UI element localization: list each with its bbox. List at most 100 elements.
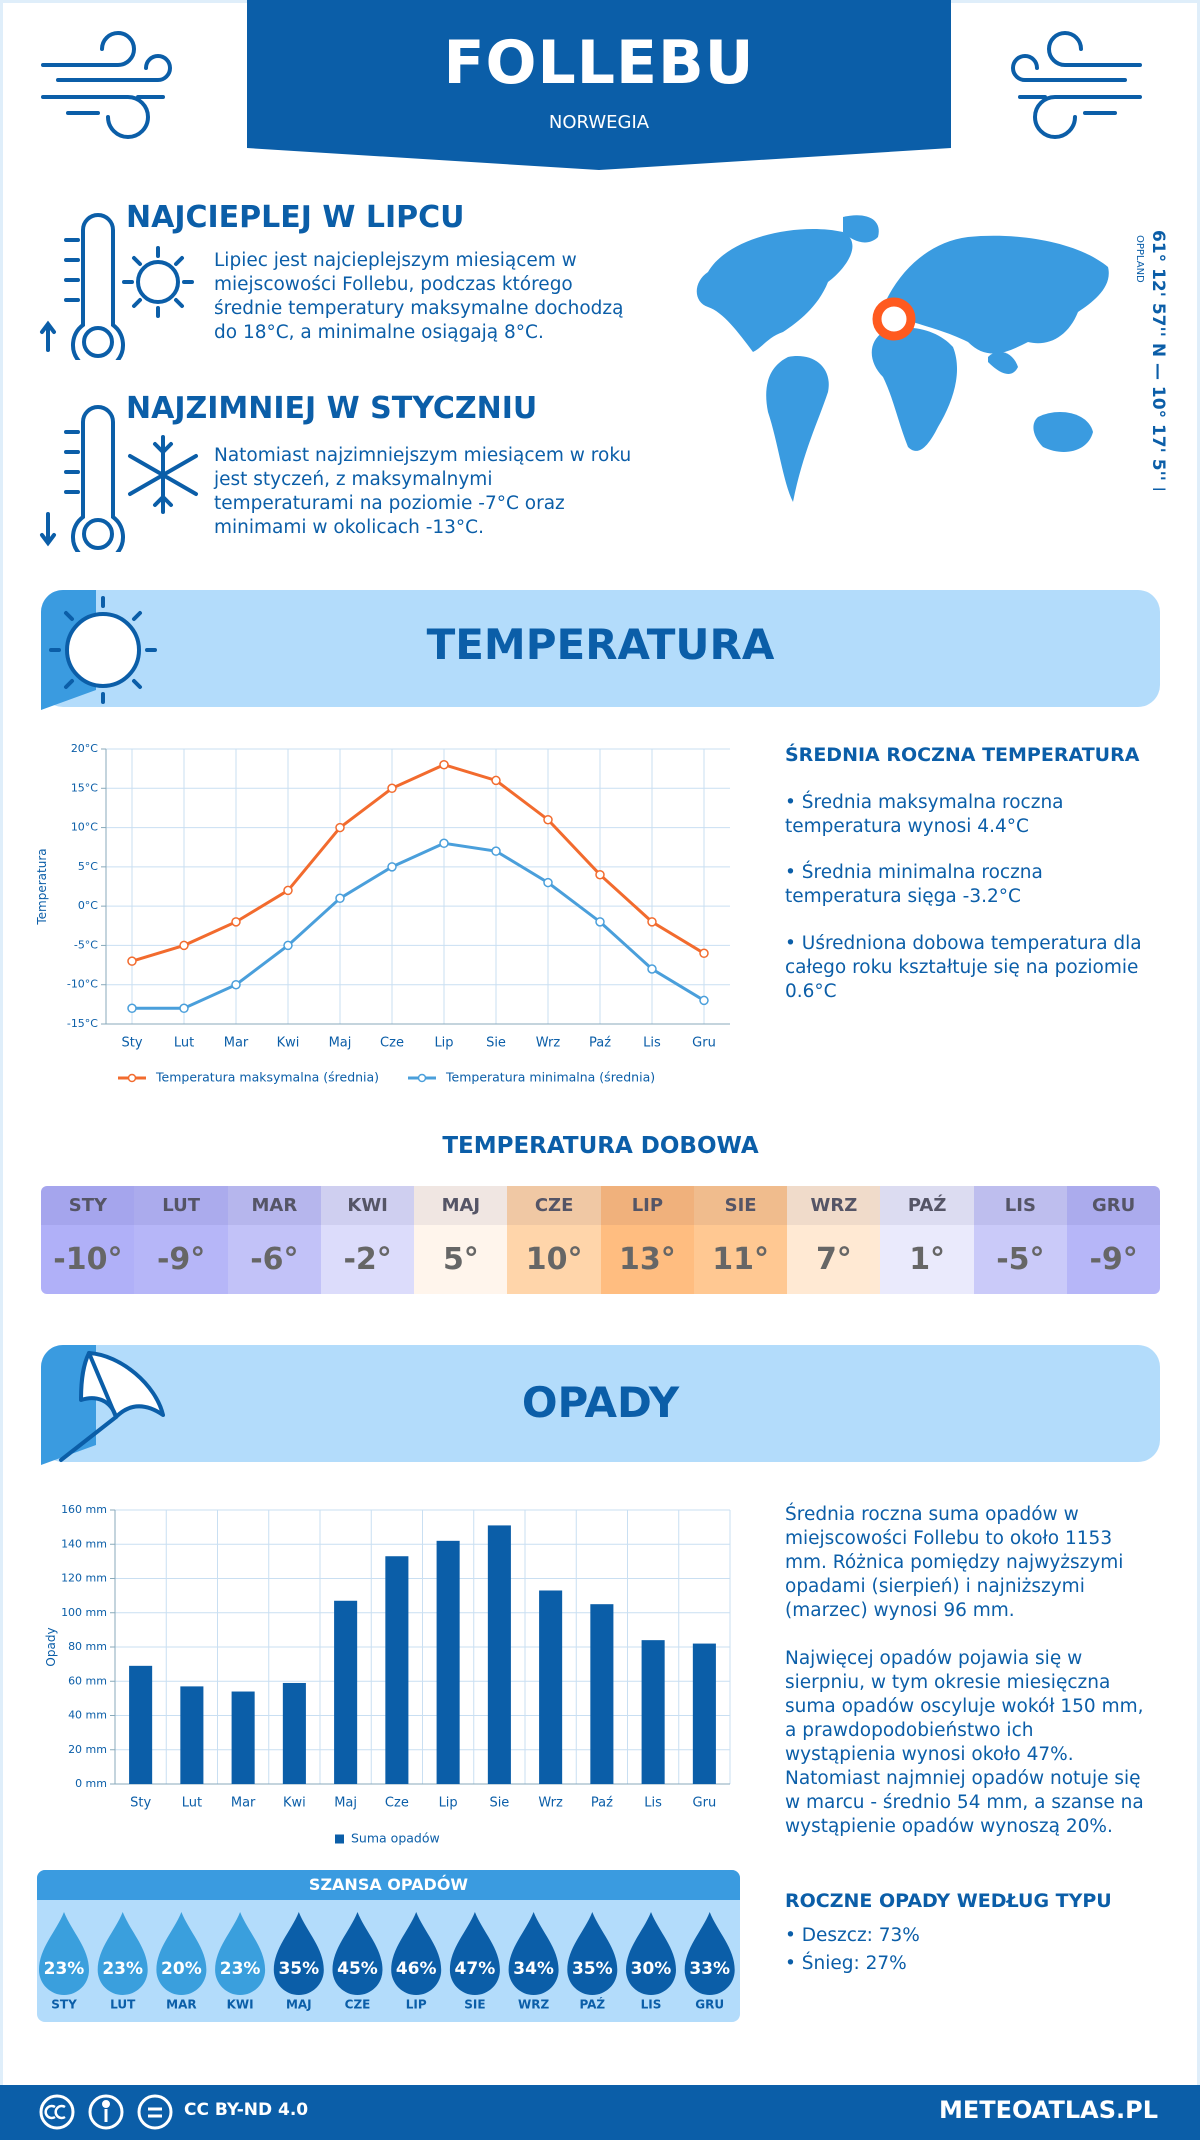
point	[543, 877, 553, 888]
point	[647, 917, 657, 927]
hot-icon	[40, 213, 194, 360]
daily-month: WRZ	[787, 1186, 881, 1225]
x-tick-label: Gru	[692, 1036, 716, 1051]
daily-month: LIP	[600, 1186, 695, 1225]
x-tick-label: Sie	[489, 1796, 509, 1811]
legend-label: Suma opadów	[351, 1831, 440, 1846]
drop	[567, 1912, 618, 1995]
y-tick-label: 120 mm	[61, 1572, 107, 1585]
x-tick-label: Kwi	[283, 1796, 306, 1811]
drop	[215, 1912, 266, 1995]
chance-month: WRZ	[518, 1998, 549, 2012]
y-tick-label: 10°C	[71, 821, 98, 834]
section-title: OPADY	[521, 1378, 680, 1427]
daily-value: 5°	[414, 1225, 508, 1294]
chance-value: 23%	[44, 1959, 85, 1979]
bar	[385, 1556, 409, 1784]
point	[387, 783, 397, 794]
fact-title: NAJCIEPLEJ W LIPCU	[126, 200, 465, 235]
daily-value: -10°	[41, 1225, 135, 1294]
y-tick-label: 20°C	[71, 742, 98, 755]
license-icons	[39, 2094, 173, 2130]
y-tick-label: 100 mm	[61, 1606, 107, 1619]
city-title: FOLLEBU	[443, 28, 755, 98]
precipitation-chart: 0 mm 20 mm 40 mm 60 mm 80 mm 100 mm 120 mm 140 …	[44, 1503, 731, 1846]
point	[699, 995, 709, 1006]
daily-month: SIE	[693, 1186, 788, 1225]
daily-month: CZE	[507, 1186, 601, 1225]
type-item: • Śnieg: 27%	[785, 1953, 907, 1974]
summary-item: • Uśredniona dobowa temperatura dla całe…	[785, 933, 1142, 1002]
daily-month: LIS	[973, 1186, 1068, 1225]
chance-month: LUT	[110, 1998, 136, 2012]
fact-text: Natomiast najzimniejszym miesiącem w rok…	[214, 445, 632, 538]
fact-title: NAJZIMNIEJ W STYCZNIU	[126, 391, 538, 426]
x-tick-label: Lut	[174, 1036, 194, 1051]
chance-month: LIP	[406, 1998, 427, 2012]
chance-month: GRU	[695, 1998, 724, 2012]
chance-month: SIE	[464, 1998, 485, 2012]
chance-month: PAŹ	[579, 1997, 605, 2012]
x-tick-label: Sty	[130, 1796, 151, 1811]
chance-value: 20%	[161, 1959, 202, 1979]
x-tick-label: Lut	[182, 1796, 202, 1811]
chance-month: LIS	[641, 1998, 662, 2012]
y-tick-label: 40 mm	[68, 1709, 107, 1722]
site: METEOATLAS.PL	[938, 2096, 1158, 2124]
x-tick-label: Lis	[643, 1036, 661, 1051]
point	[127, 1003, 137, 1014]
y-tick-label: 0°C	[78, 899, 98, 912]
temperature-chart: -15°C -10°C -5°C 0°C 5°C 10°C 15°C 20°C Temperat…	[35, 742, 730, 1085]
chance-value: 30%	[631, 1959, 672, 1979]
daily-value: 10°	[507, 1225, 601, 1294]
daily-month: STY	[41, 1186, 135, 1225]
cold-icon	[40, 405, 198, 552]
x-tick-label: Mar	[224, 1036, 249, 1051]
daily-value: 13°	[600, 1225, 695, 1294]
point	[283, 940, 293, 951]
x-tick-label: Maj	[334, 1796, 357, 1811]
license: CC BY-ND 4.0	[184, 2100, 309, 2120]
daily-value: -9°	[134, 1225, 228, 1294]
section-title: TEMPERATURA	[426, 620, 775, 669]
y-tick-label: 80 mm	[68, 1640, 107, 1653]
daily-month: GRU	[1066, 1186, 1160, 1225]
bar	[539, 1590, 563, 1784]
x-tick-label: Lip	[439, 1796, 458, 1811]
y-tick-label: 0 mm	[75, 1777, 107, 1790]
daily-value: -5°	[973, 1225, 1068, 1294]
point	[543, 814, 553, 825]
summary-title: ŚREDNIA ROCZNA TEMPERATURA	[785, 744, 1140, 766]
point	[335, 893, 345, 904]
chance-value: 47%	[455, 1959, 496, 1979]
point	[491, 846, 501, 856]
point	[439, 838, 449, 849]
section-banner	[41, 590, 1160, 707]
drop	[97, 1912, 148, 1995]
point	[283, 885, 293, 896]
y-axis-label: Temperatura	[35, 848, 49, 925]
daily-month: LUT	[134, 1186, 228, 1225]
chance-value: 34%	[513, 1959, 554, 1979]
y-tick-label: 140 mm	[61, 1537, 107, 1550]
point	[179, 1003, 189, 1014]
precip-text: Średnia roczna suma opadów w miejscowośc…	[785, 1504, 1124, 1621]
type-item: • Deszcz: 73%	[785, 1925, 920, 1946]
series-line	[132, 841, 705, 1010]
point	[647, 964, 657, 974]
y-tick-label: 160 mm	[61, 1503, 107, 1516]
y-tick-label: 60 mm	[68, 1674, 107, 1687]
x-tick-label: Kwi	[277, 1036, 300, 1051]
sun-icon	[41, 590, 157, 710]
daily-month: MAR	[227, 1186, 322, 1225]
x-tick-label: Paź	[591, 1796, 613, 1811]
drop	[391, 1912, 442, 1995]
chance-value: 33%	[689, 1959, 730, 1979]
daily-value: -6°	[227, 1225, 322, 1294]
bar	[282, 1682, 306, 1784]
chance-value: 46%	[396, 1959, 437, 1979]
bar	[231, 1691, 255, 1784]
x-tick-label: Wrz	[536, 1036, 561, 1051]
section-banner	[41, 1345, 1160, 1462]
x-tick-label: Paź	[589, 1036, 611, 1051]
